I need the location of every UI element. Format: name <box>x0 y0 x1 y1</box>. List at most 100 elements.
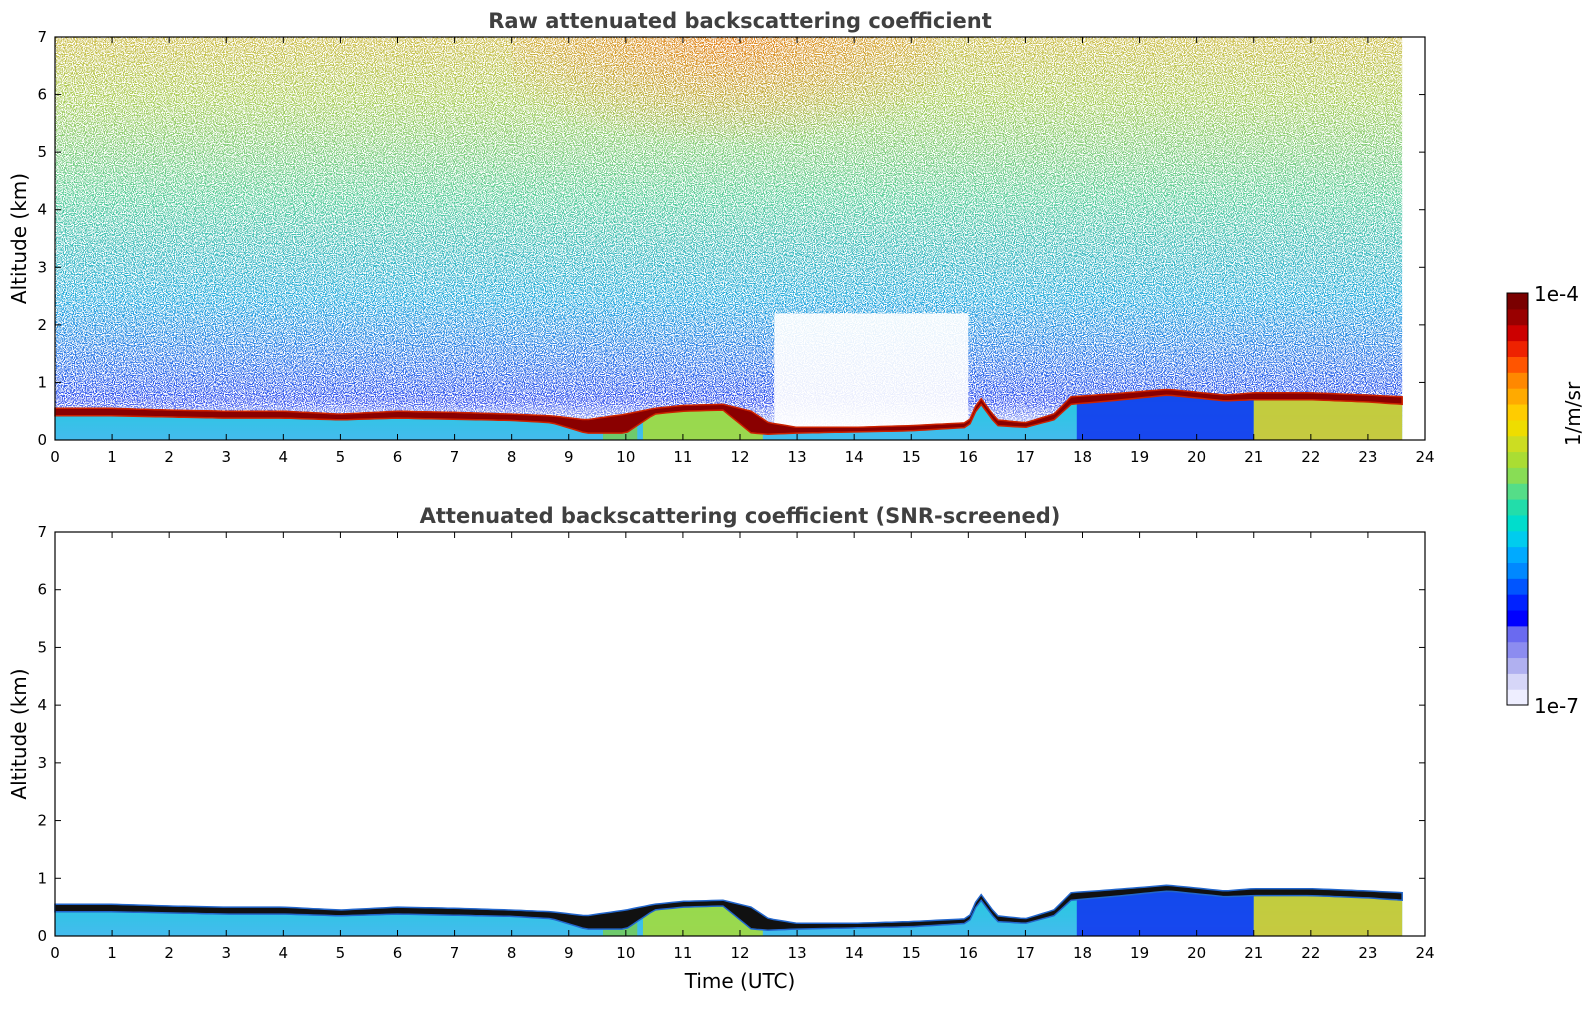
x-tick-label: 4 <box>279 448 289 466</box>
colorbar-swatch <box>1507 657 1528 674</box>
x-tick-label: 17 <box>1016 944 1035 962</box>
signal-patch <box>603 921 638 936</box>
x-tick-label: 22 <box>1301 448 1320 466</box>
y-tick-label: 2 <box>37 316 47 334</box>
y-tick-label: 6 <box>37 581 47 599</box>
colorbar-swatch <box>1507 609 1528 627</box>
y-tick-label: 5 <box>37 638 47 656</box>
colorbar-swatch <box>1507 641 1528 659</box>
x-tick-label: 22 <box>1301 944 1320 962</box>
colorbar-swatch <box>1507 419 1528 437</box>
raw-backscatter-panel: 0 1 2 3 4 5 6 7 8 9 10 11 12 13 14 15 16 17 18 19 20 21 22 23 24… <box>7 9 1435 466</box>
x-tick-label: 16 <box>959 448 978 466</box>
y-tick-label: 1 <box>37 373 47 391</box>
colorbar-swatch <box>1507 467 1528 484</box>
x-tick-label: 0 <box>50 448 60 466</box>
x-tick-label: 17 <box>1016 448 1035 466</box>
x-tick-label: 8 <box>507 944 517 962</box>
x-tick-label: 18 <box>1073 448 1092 466</box>
colorbar-frame <box>1506 292 1529 706</box>
cloud-layer <box>54 884 1403 931</box>
y-tick-label: 3 <box>37 754 47 772</box>
colorbar-swatch <box>1507 451 1528 468</box>
screened-backscatter-panel: 0 1 2 3 4 5 6 7 8 9 10 11 12 13 14 15 16 17 18 19 20 21 22 23 24… <box>7 504 1435 993</box>
x-tick-label: 10 <box>616 944 635 962</box>
noise-field <box>55 37 1403 440</box>
signal-patch <box>1076 891 1254 936</box>
y-axis-label: Altitude (km) <box>7 173 31 304</box>
x-tick-label: 15 <box>902 944 921 962</box>
signal-patch <box>603 425 638 440</box>
x-tick-label: 24 <box>1415 448 1434 466</box>
x-tick-label: 18 <box>1073 944 1092 962</box>
x-tick-label: 11 <box>673 448 692 466</box>
y-tick-label: 1 <box>37 869 47 887</box>
colorbar-swatch <box>1507 308 1528 326</box>
x-tick-label: 8 <box>507 448 517 466</box>
y-axis-label: Altitude (km) <box>7 668 31 799</box>
signal-patch <box>642 410 763 440</box>
x-tick-label: 10 <box>616 448 635 466</box>
x-tick-label: 9 <box>564 448 574 466</box>
x-tick-label: 0 <box>50 944 60 962</box>
x-tick-label: 21 <box>1244 944 1263 962</box>
signal-patch <box>1253 399 1403 440</box>
colorbar-swatch <box>1507 514 1528 532</box>
colorbar-min-label: 1e-7 <box>1534 694 1579 718</box>
colorbar-swatch <box>1507 546 1528 563</box>
x-axis-label: Time (UTC) <box>684 969 796 993</box>
x-tick-label: 1 <box>107 944 117 962</box>
x-tick-label: 19 <box>1130 944 1149 962</box>
signal-patch <box>1253 895 1403 936</box>
y-tick-label: 4 <box>37 201 47 219</box>
y-tick-label: 3 <box>37 258 47 276</box>
colorbar-swatch <box>1507 435 1528 453</box>
colorbar-swatch <box>1507 293 1528 310</box>
x-tick-label: 6 <box>393 944 403 962</box>
signal-patch <box>1076 395 1254 440</box>
x-tick-label: 13 <box>788 944 807 962</box>
colorbar-swatch <box>1507 356 1528 373</box>
colorbar-swatch <box>1507 499 1528 516</box>
x-tick-label: 11 <box>673 944 692 962</box>
y-tick-label: 4 <box>37 696 47 714</box>
x-tick-label: 19 <box>1130 448 1149 466</box>
colorbar-swatch <box>1507 578 1528 595</box>
x-tick-label: 3 <box>221 448 231 466</box>
x-tick-label: 20 <box>1187 944 1206 962</box>
x-tick-label: 7 <box>450 944 460 962</box>
x-tick-label: 5 <box>336 944 346 962</box>
signal-patch <box>642 906 763 936</box>
x-tick-label: 4 <box>279 944 289 962</box>
colorbar-swatch <box>1507 562 1528 579</box>
x-tick-label: 23 <box>1358 944 1377 962</box>
colorbar: 1e-4 1e-7 1/m/sr <box>1506 282 1585 718</box>
x-tick-label: 15 <box>902 448 921 466</box>
y-tick-label: 7 <box>37 523 47 541</box>
colorbar-swatch <box>1507 673 1528 690</box>
y-tick-label: 7 <box>37 28 47 46</box>
x-tick-label: 3 <box>221 944 231 962</box>
colorbar-swatch <box>1507 340 1528 357</box>
cloud-layer <box>54 388 1403 435</box>
panel-title: Attenuated backscattering coefficient (S… <box>420 504 1061 528</box>
x-tick-label: 14 <box>845 448 864 466</box>
x-tick-label: 21 <box>1244 448 1263 466</box>
x-tick-label: 1 <box>107 448 117 466</box>
colorbar-swatch <box>1507 625 1528 643</box>
x-tick-label: 6 <box>393 448 403 466</box>
y-tick-label: 0 <box>37 431 47 449</box>
colorbar-swatch <box>1507 324 1528 342</box>
x-tick-label: 2 <box>164 448 174 466</box>
colorbar-swatch <box>1507 530 1528 548</box>
colorbar-label: 1/m/sr <box>1561 381 1585 446</box>
x-tick-label: 12 <box>730 448 749 466</box>
colorbar-max-label: 1e-4 <box>1534 282 1579 306</box>
x-tick-label: 24 <box>1415 944 1434 962</box>
y-tick-label: 0 <box>37 927 47 945</box>
colorbar-swatch <box>1507 388 1528 405</box>
x-tick-label: 20 <box>1187 448 1206 466</box>
x-tick-label: 12 <box>730 944 749 962</box>
x-tick-label: 23 <box>1358 448 1377 466</box>
y-tick-label: 5 <box>37 143 47 161</box>
